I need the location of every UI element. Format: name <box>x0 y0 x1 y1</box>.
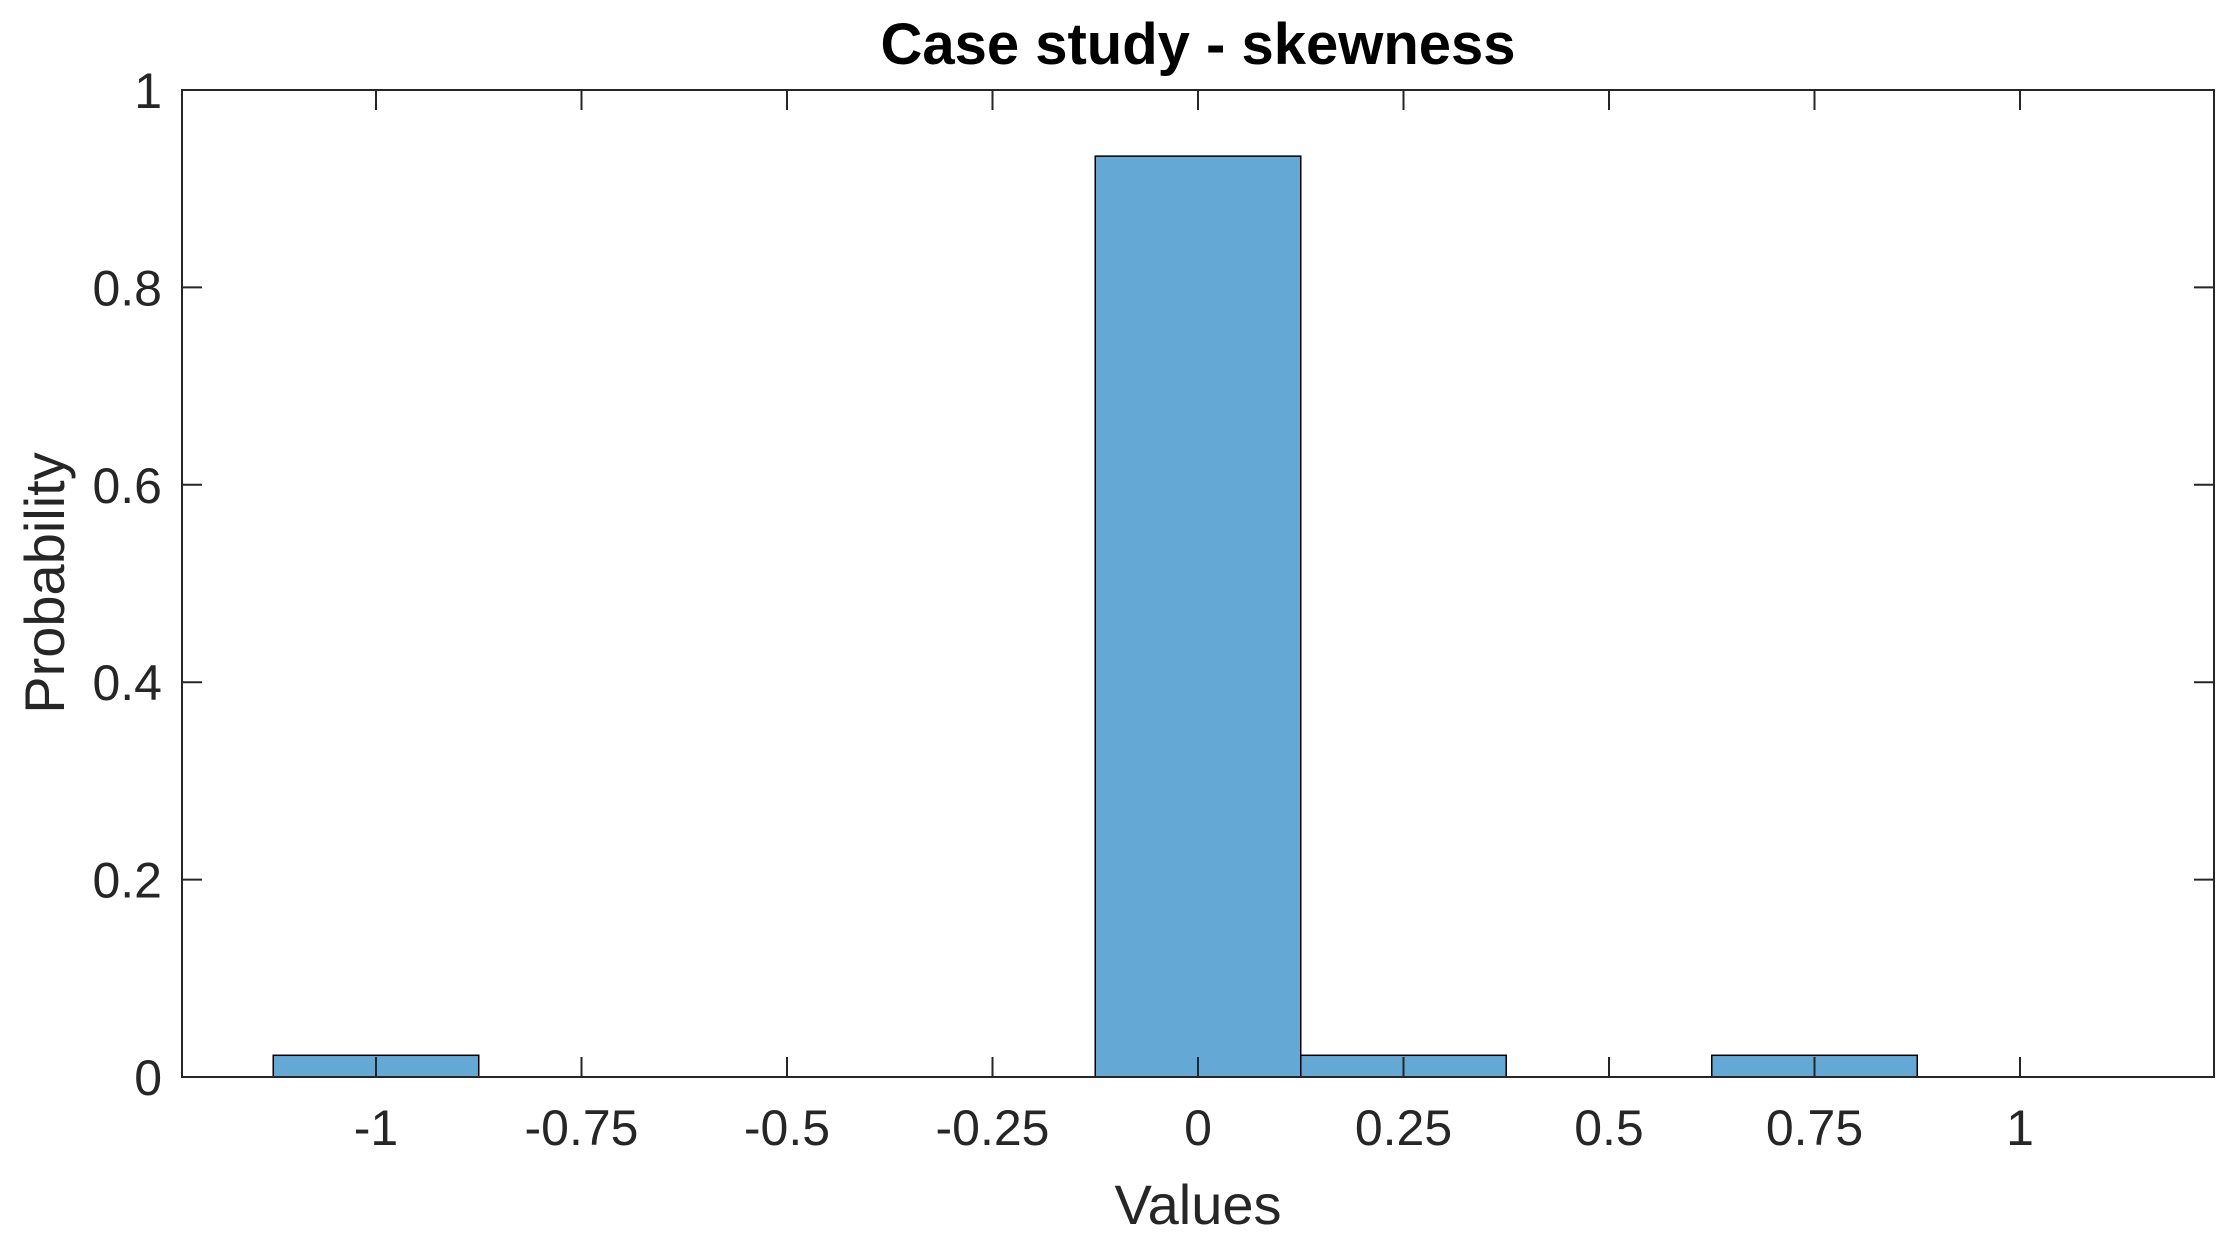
y-tick-label-2: 0.4 <box>92 655 162 711</box>
y-tick-label-3: 0.6 <box>92 458 162 514</box>
x-tick-label-3: -0.25 <box>936 1100 1050 1156</box>
plot-frame <box>181 89 2215 1078</box>
y-tick-label-5: 1 <box>134 63 162 119</box>
x-tick-label-7: 0.75 <box>1766 1100 1863 1156</box>
tick-labels-group: -1 -0.75 -0.5 -0.25 0 0.25 0.5 0.75 1 0 0.2 0.4 0.6 0… <box>92 63 2033 1156</box>
y-axis-label: Probability <box>13 452 76 713</box>
x-tick-label-2: -0.5 <box>744 1100 830 1156</box>
x-tick-label-1: -0.75 <box>525 1100 639 1156</box>
y-tick-label-1: 0.2 <box>92 853 162 909</box>
x-tick-label-6: 0.5 <box>1574 1100 1644 1156</box>
x-axis-label: Values <box>1114 1173 1281 1236</box>
x-tick-label-0: -1 <box>354 1100 398 1156</box>
x-tick-label-5: 0.25 <box>1355 1100 1452 1156</box>
histogram-bar-1 <box>1094 155 1302 1078</box>
chart-title: Case study - skewness <box>880 12 1515 77</box>
x-tick-label-4: 0 <box>1184 1100 1212 1156</box>
x-tick-label-8: 1 <box>2006 1100 2034 1156</box>
y-tick-label-4: 0.8 <box>92 260 162 316</box>
y-tick-label-0: 0 <box>134 1050 162 1106</box>
